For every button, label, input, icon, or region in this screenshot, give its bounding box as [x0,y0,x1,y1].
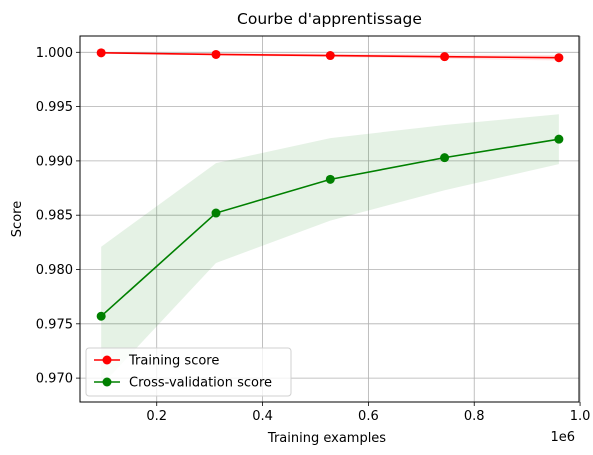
axis-ticks: 0.2 0.4 0.6 0.8 1.0 0.970 0.975 0.980 0.985 0.990… [36,46,591,424]
legend-box [85,347,292,397]
legend: Training score Cross-validation score [85,347,292,397]
x-tick-label: 1.0 [570,409,591,424]
legend-marker [102,355,112,365]
plot-area [79,35,580,403]
data-point [325,51,335,61]
data-point [211,49,221,59]
y-tick-label: 0.975 [36,317,73,332]
data-point [554,53,564,63]
x-tick-label: 0.6 [358,409,379,424]
y-tick-label: 0.985 [36,209,73,224]
data-point [554,134,564,144]
confidence-bands [101,52,559,386]
legend-marker [102,377,112,387]
chart-title: Courbe d'apprentissage [237,10,422,28]
y-tick-label: 0.995 [36,100,73,115]
x-axis-offset-label: 1e6 [550,430,575,445]
data-point [440,52,450,62]
x-tick-label: 0.2 [146,409,167,424]
data-point [325,174,335,184]
confidence-band [101,114,559,386]
series-lines [96,48,564,321]
data-point [440,153,450,163]
x-axis-label: Training examples [267,431,386,446]
y-tick-label: 1.000 [36,46,73,61]
legend-label: Training score [128,354,219,369]
y-tick-label: 0.980 [36,263,73,278]
x-tick-label: 0.4 [252,409,273,424]
legend-label: Cross-validation score [129,376,272,391]
data-point [96,311,106,321]
data-point [211,208,221,218]
x-tick-label: 0.8 [464,409,485,424]
y-axis-label: Score [10,201,25,237]
y-tick-label: 0.990 [36,154,73,169]
data-point [96,48,106,58]
y-tick-label: 0.970 [36,372,73,387]
